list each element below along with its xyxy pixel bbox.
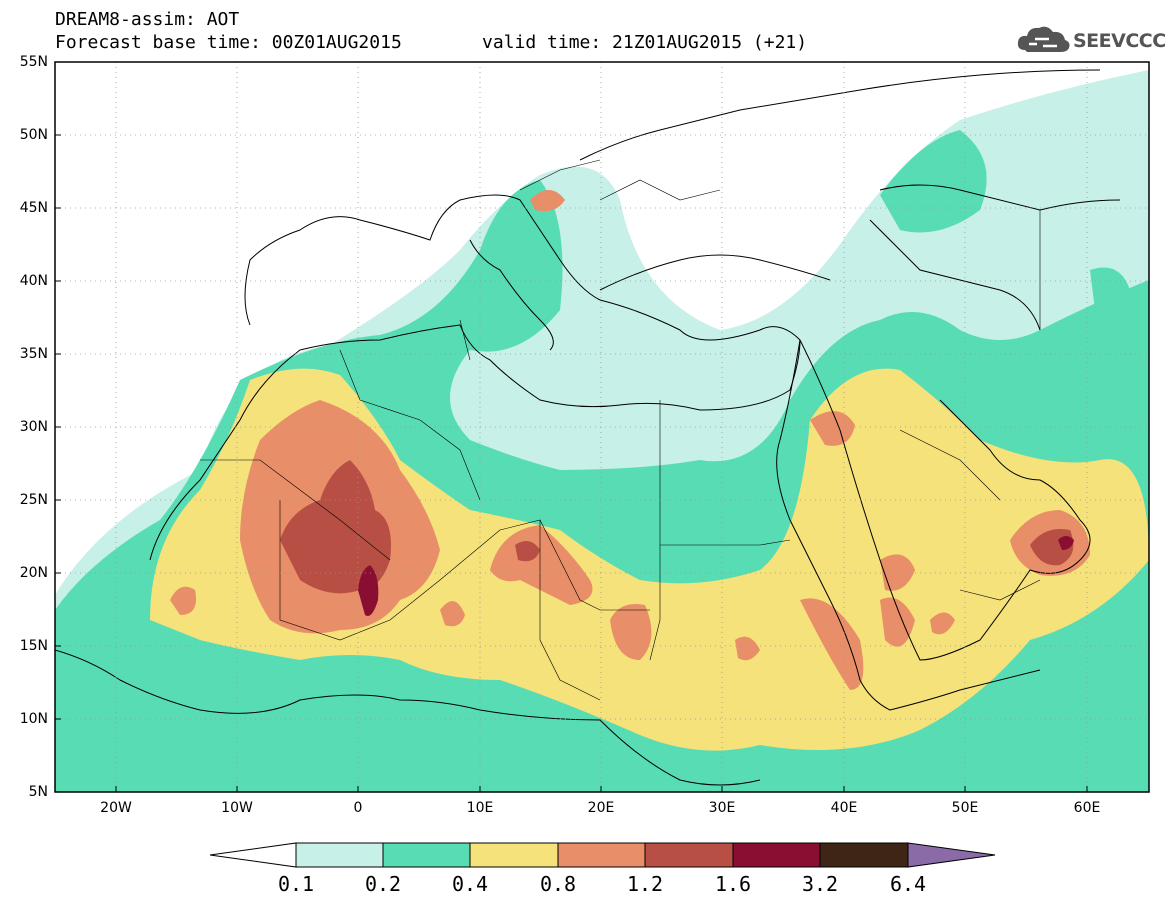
lat-label: 35N [19,346,48,362]
logo-text: SEEVCCC [1073,30,1165,52]
colorbar-label: 6.4 [889,872,927,896]
lat-label: 25N [19,492,48,508]
lon-label: 10E [466,800,494,816]
lat-label: 30N [19,419,48,435]
lat-label: 50N [19,127,48,143]
colorbar-segment [557,842,646,868]
coastlines [55,69,1121,786]
tick-marks [55,134,1088,792]
lat-label: 55N [19,54,48,70]
lon-label: 40E [830,800,858,816]
lon-label: 20E [587,800,615,816]
colorbar-label: 1.2 [626,872,664,896]
lon-label: 50E [951,800,979,816]
colorbar-over-arrow [907,842,996,868]
map-title: DREAM8-assim: AOT [55,9,240,30]
lon-label: 60E [1073,800,1101,816]
colorbar-segment [382,842,471,868]
colorbar-label: 0.1 [277,872,315,896]
forecast-base-time: Forecast base time: 00Z01AUG2015 [55,32,402,53]
colorbar-label: 0.8 [539,872,577,896]
lon-label: 30E [708,800,736,816]
lon-label: 10W [221,800,253,816]
lat-label: 5N [28,784,48,800]
colorbar-segment [644,842,734,868]
lat-label: 20N [19,565,48,581]
cloud-icon [1017,26,1070,52]
lon-label: 0 [353,800,363,816]
colorbar-segment [295,842,384,868]
seevccc-logo: SEEVCCC [1015,22,1165,58]
lat-label: 10N [19,711,48,727]
lat-label: 45N [19,200,48,216]
valid-time: valid time: 21Z01AUG2015 (+21) [482,32,808,53]
colorbar-segment [732,842,821,868]
colorbar [209,842,996,868]
colorbar-under-arrow [209,842,297,868]
colorbar-segment [469,842,559,868]
colorbar-segment [819,842,909,868]
colorbar-label: 0.2 [364,872,402,896]
graticule [55,62,1149,792]
country-borders [200,159,1041,701]
lat-label: 40N [19,273,48,289]
colorbar-label: 0.4 [451,872,489,896]
lon-label: 20W [100,800,132,816]
colorbar-label: 3.2 [801,872,839,896]
lat-label: 15N [19,638,48,654]
colorbar-label: 1.6 [714,872,752,896]
aot-field [55,62,1149,792]
